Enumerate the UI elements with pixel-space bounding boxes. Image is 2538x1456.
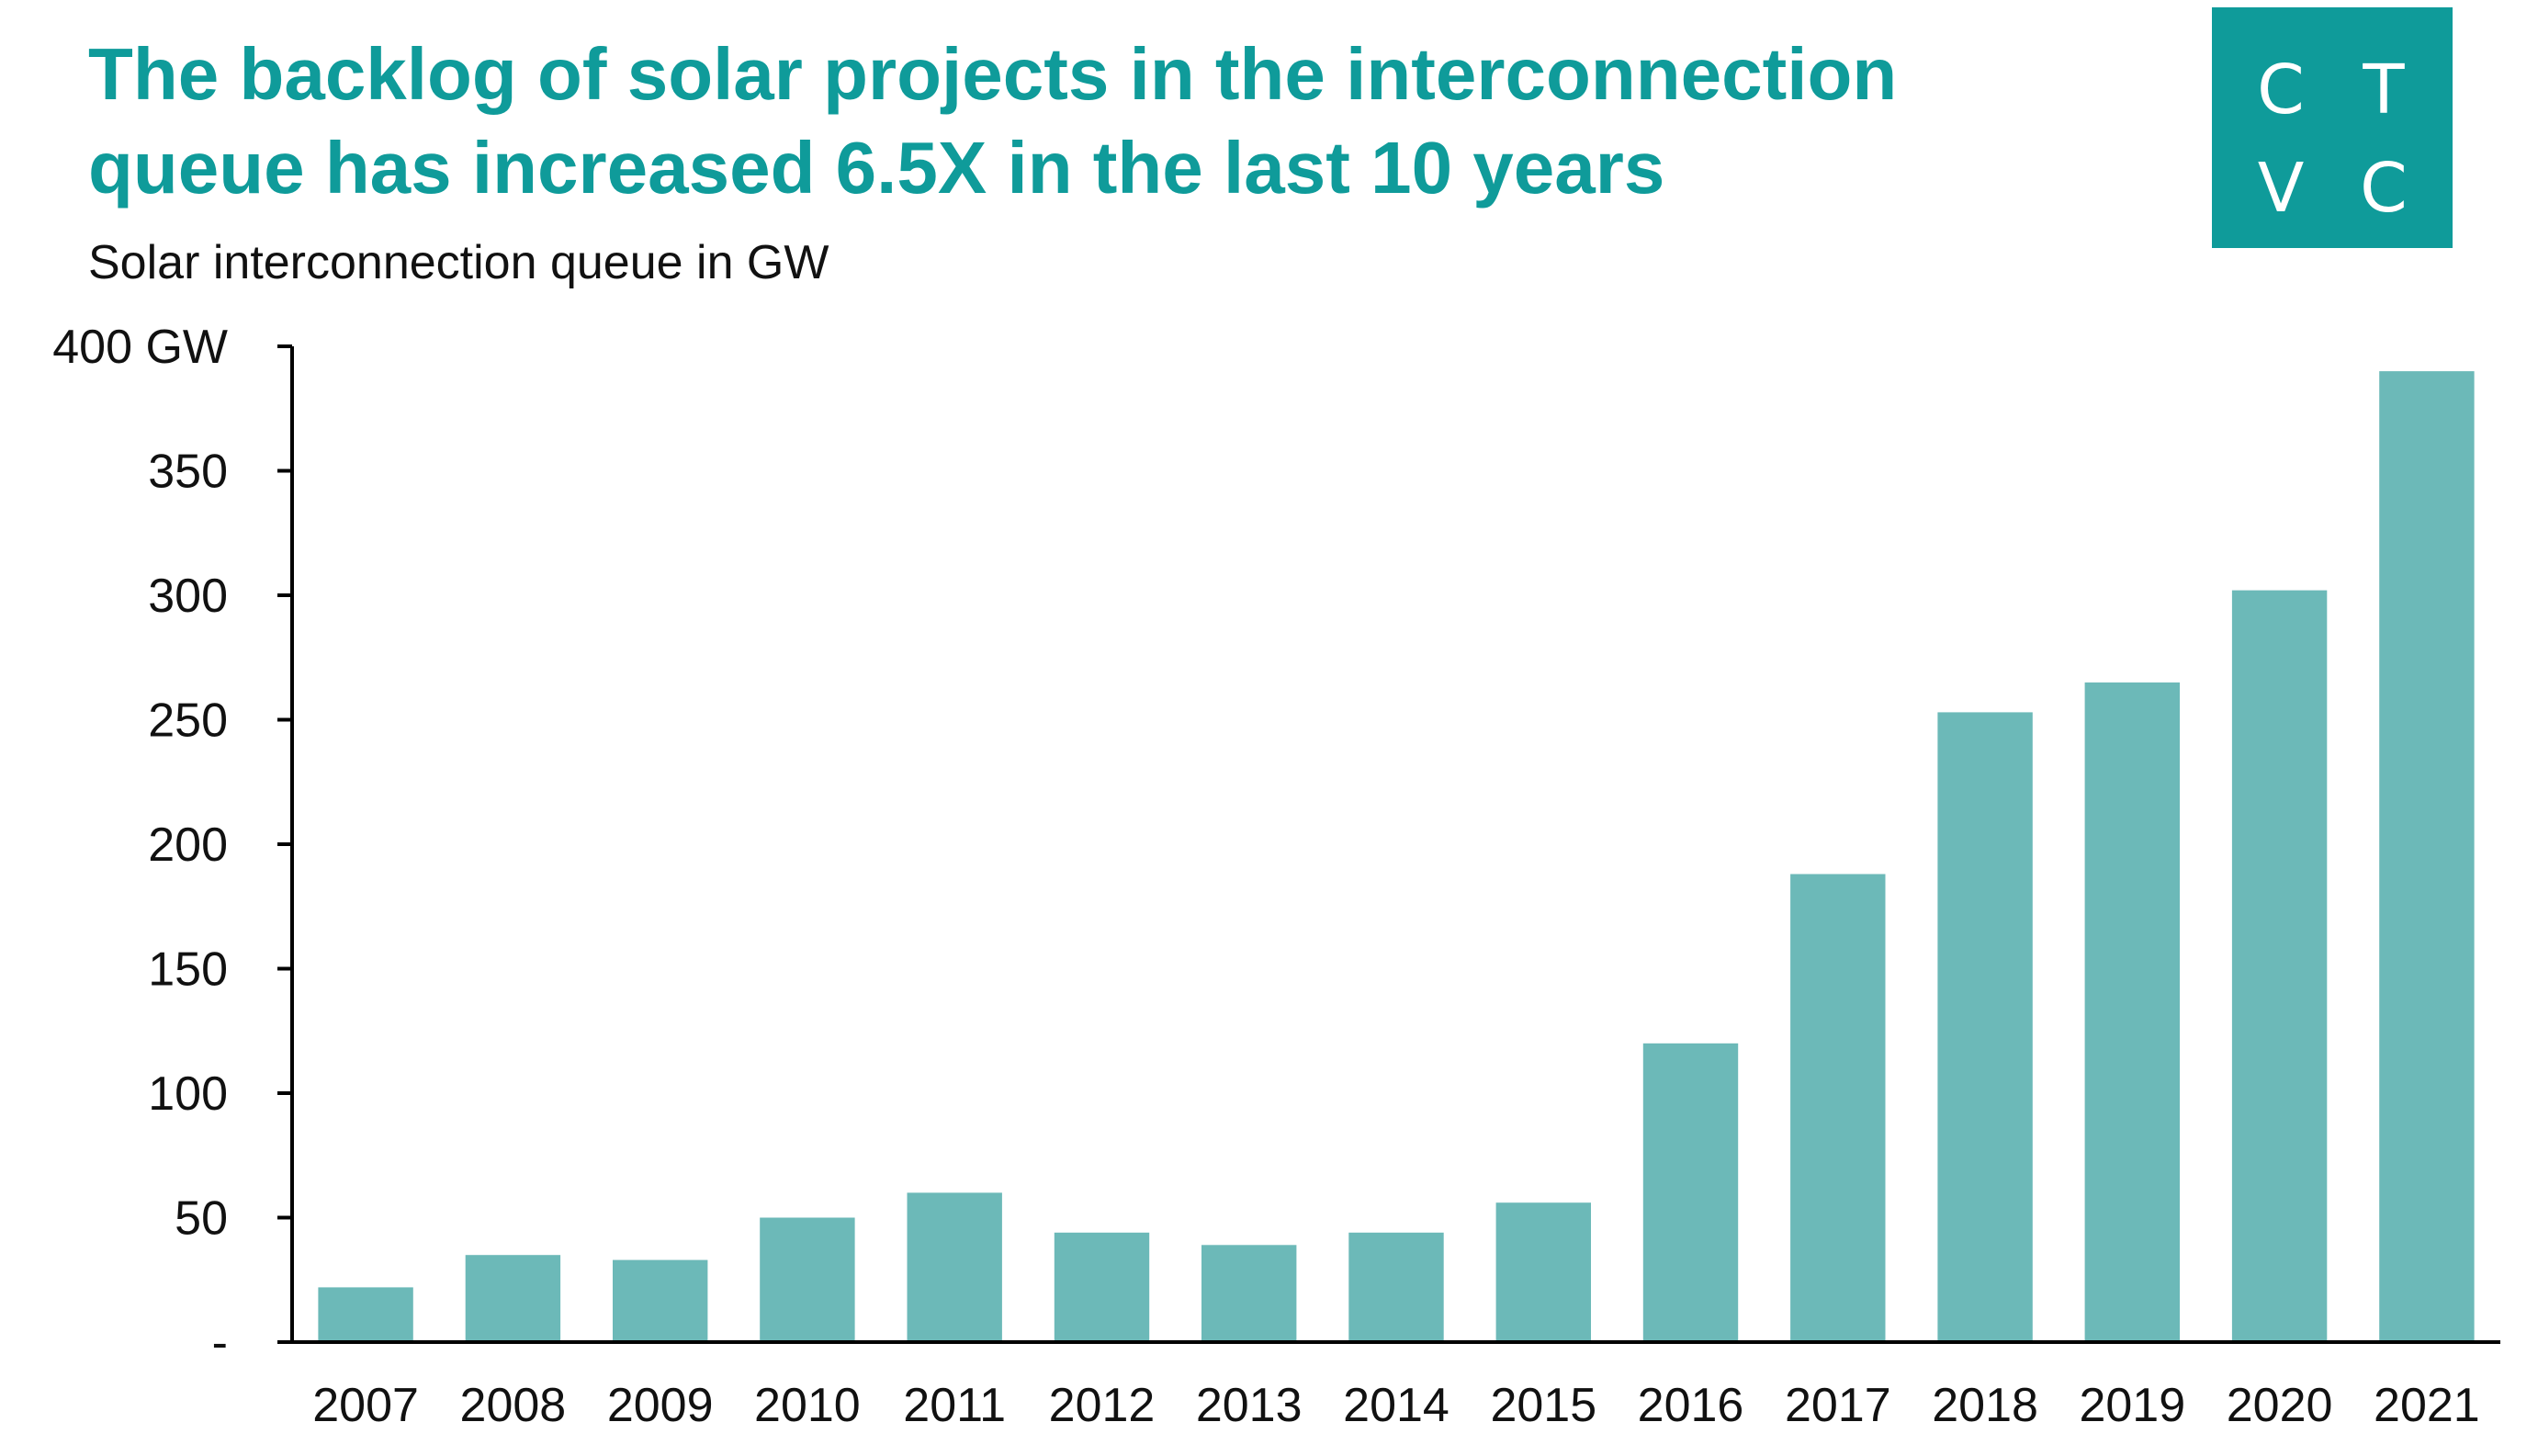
bar-2009 [613,1259,708,1342]
chart-title: The backlog of solar projects in the int… [88,28,2155,215]
y-tick-label: 100 [148,1067,228,1121]
x-tick-label-2018: 2018 [1932,1379,2038,1432]
bar-2007 [318,1287,413,1342]
x-tick-label-2021: 2021 [2374,1379,2480,1432]
x-tick-label-2015: 2015 [1490,1379,1596,1432]
x-tick-label-2011: 2011 [903,1379,1006,1432]
y-tick-label: 400 GW [52,321,228,374]
logo-letter: C [2360,149,2408,228]
x-tick-label-2012: 2012 [1049,1379,1156,1432]
bar-2013 [1201,1245,1297,1342]
bar-2020 [2231,590,2328,1342]
y-tick-label: 300 [148,570,228,623]
x-tick-label-2017: 2017 [1785,1379,1891,1432]
bar-2019 [2084,682,2180,1342]
chart-title-line-1: The backlog of solar projects in the int… [88,33,1898,115]
bar-2015 [1495,1202,1591,1342]
x-tick-label-2010: 2010 [754,1379,861,1432]
chart-title-line-2: queue has increased 6.5X in the last 10 … [88,127,1665,209]
x-tick-label-2008: 2008 [460,1379,567,1432]
bar-2008 [465,1255,561,1342]
chart-subtitle: Solar interconnection queue in GW [88,236,829,289]
x-tick-label-2009: 2009 [607,1379,714,1432]
x-tick-label-2020: 2020 [2227,1379,2333,1432]
ctvc-logo: C T V C [2212,7,2453,248]
x-tick-label-2014: 2014 [1343,1379,1449,1432]
x-tick-label-2019: 2019 [2079,1379,2185,1432]
y-tick-label: 150 [148,943,228,997]
bar-2010 [760,1217,855,1342]
y-tick-label: 250 [148,694,228,748]
x-tick-label-2013: 2013 [1196,1379,1303,1432]
x-tick-label-2016: 2016 [1638,1379,1744,1432]
bar-2018 [1937,712,2033,1342]
y-tick-label: 50 [175,1192,228,1246]
bar-2017 [1790,874,1886,1342]
bar-2011 [907,1192,1002,1342]
logo-letter: T [2363,51,2405,130]
y-tick-label: 350 [148,446,228,499]
logo-letter: C [2257,51,2305,130]
y-tick-label: 200 [148,818,228,872]
bar-2016 [1642,1043,1739,1342]
y-tick-label: - [212,1316,228,1370]
bar-2012 [1054,1232,1150,1342]
x-tick-label-2007: 2007 [312,1379,419,1432]
bar-2014 [1348,1232,1444,1342]
bar-2021 [2379,371,2475,1343]
logo-letter: V [2257,149,2305,228]
